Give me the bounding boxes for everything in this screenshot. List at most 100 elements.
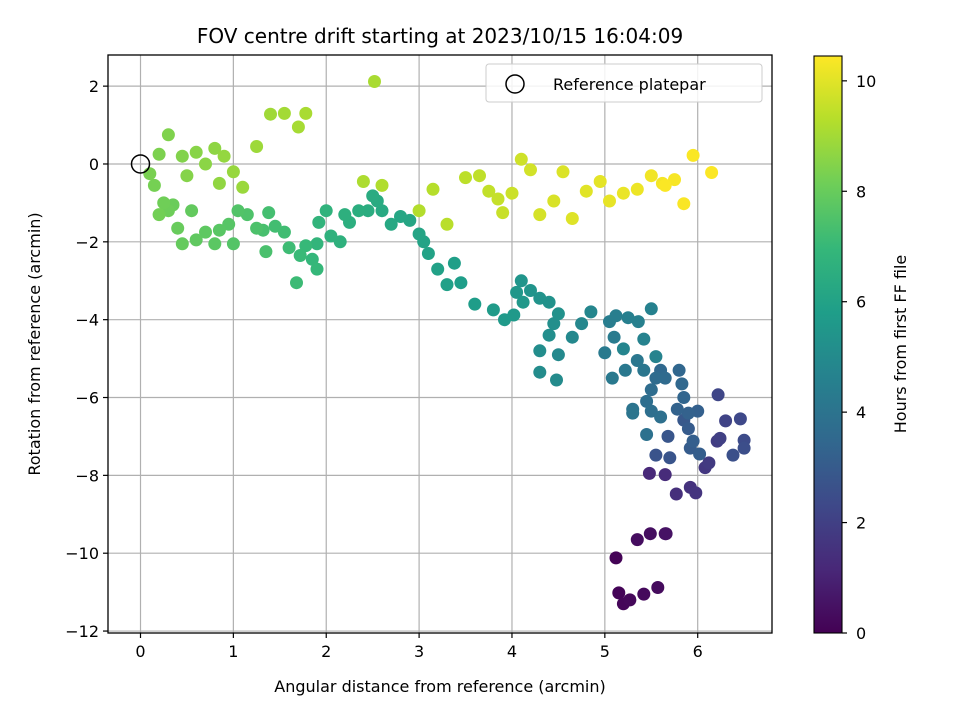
colorbar-tick-label: 0 bbox=[856, 624, 866, 643]
data-point bbox=[598, 346, 612, 360]
y-tick-label: −2 bbox=[75, 233, 99, 252]
data-point bbox=[412, 204, 426, 218]
colorbar-label: Hours from first FF file bbox=[891, 255, 910, 434]
data-point bbox=[222, 217, 236, 231]
data-point bbox=[542, 328, 556, 342]
data-point bbox=[670, 402, 684, 416]
data-point bbox=[637, 332, 651, 346]
data-point bbox=[226, 165, 240, 179]
data-point bbox=[290, 276, 303, 290]
y-tick-label: −10 bbox=[65, 544, 99, 563]
colorbar: 0 2 4 6 8 10 Hours from first FF file bbox=[813, 55, 910, 643]
data-point bbox=[199, 225, 212, 239]
colorbar-tick-label: 6 bbox=[856, 293, 866, 312]
data-point bbox=[368, 75, 381, 88]
data-point bbox=[702, 456, 716, 470]
y-tick-label: −8 bbox=[75, 466, 99, 485]
data-point bbox=[681, 422, 695, 436]
colorbar-gradient bbox=[814, 56, 842, 633]
legend-marker-reference bbox=[505, 74, 525, 94]
data-point bbox=[644, 169, 658, 183]
data-point bbox=[454, 276, 468, 290]
data-point bbox=[259, 245, 273, 259]
data-point bbox=[547, 317, 561, 331]
legend-label-reference: Reference platepar bbox=[553, 75, 706, 94]
data-point bbox=[663, 451, 677, 465]
data-point bbox=[677, 197, 691, 211]
data-point bbox=[644, 302, 658, 316]
data-point bbox=[226, 237, 240, 251]
data-point bbox=[473, 169, 486, 183]
reference-platepar-marker bbox=[130, 154, 151, 174]
data-point bbox=[421, 247, 435, 260]
data-point bbox=[305, 252, 319, 266]
data-point bbox=[693, 447, 707, 461]
data-point bbox=[533, 365, 547, 379]
data-point bbox=[384, 217, 398, 231]
data-point bbox=[681, 406, 695, 420]
data-point bbox=[482, 184, 496, 198]
data-point bbox=[533, 291, 547, 305]
colorbar-tick-label: 2 bbox=[856, 514, 866, 533]
data-point bbox=[575, 317, 589, 331]
colorbar-tick-label: 10 bbox=[856, 72, 876, 91]
data-point bbox=[618, 363, 632, 377]
data-point bbox=[152, 147, 166, 161]
data-point bbox=[616, 342, 630, 356]
data-point bbox=[644, 383, 658, 397]
data-point bbox=[649, 448, 663, 462]
data-point bbox=[208, 141, 222, 155]
x-tick-label: 4 bbox=[507, 642, 517, 661]
data-point bbox=[565, 330, 579, 344]
data-point bbox=[737, 441, 751, 455]
colorbar-frame bbox=[813, 55, 843, 634]
grid-layer bbox=[108, 55, 772, 633]
data-point bbox=[642, 466, 656, 480]
data-point bbox=[640, 428, 654, 441]
data-point bbox=[643, 527, 657, 541]
data-point bbox=[299, 106, 313, 120]
data-point bbox=[649, 350, 663, 364]
data-point bbox=[412, 227, 426, 241]
y-axis-label: Rotation from reference (arcmin) bbox=[25, 212, 44, 475]
data-point bbox=[726, 448, 740, 462]
data-point bbox=[658, 178, 672, 192]
data-point bbox=[250, 221, 264, 235]
data-point bbox=[661, 429, 675, 443]
data-point bbox=[431, 262, 445, 276]
data-point bbox=[268, 219, 282, 233]
plot-frame bbox=[107, 54, 773, 634]
data-point bbox=[713, 431, 727, 445]
data-point bbox=[603, 194, 616, 208]
data-point bbox=[319, 204, 333, 218]
data-point bbox=[609, 309, 623, 323]
data-point bbox=[212, 176, 226, 190]
data-point bbox=[605, 371, 619, 385]
data-point bbox=[468, 297, 482, 311]
data-point bbox=[672, 363, 686, 377]
data-point bbox=[491, 192, 505, 206]
chart-title: FOV centre drift starting at 2023/10/15 … bbox=[197, 24, 683, 48]
data-point bbox=[659, 527, 673, 541]
data-point bbox=[212, 223, 226, 237]
data-point bbox=[514, 274, 528, 288]
data-point bbox=[250, 140, 264, 153]
data-point bbox=[547, 194, 561, 208]
data-point bbox=[733, 412, 747, 426]
data-point bbox=[719, 414, 733, 428]
scatter-points bbox=[130, 75, 751, 611]
data-point bbox=[426, 182, 440, 196]
data-point bbox=[361, 204, 375, 218]
data-point bbox=[338, 208, 352, 222]
data-point bbox=[277, 106, 291, 120]
data-point bbox=[623, 593, 637, 607]
data-point bbox=[324, 229, 338, 243]
data-point bbox=[147, 178, 161, 192]
data-point bbox=[516, 295, 530, 309]
data-point bbox=[310, 262, 324, 276]
data-point bbox=[352, 204, 366, 218]
data-point bbox=[510, 285, 524, 299]
data-point bbox=[143, 167, 157, 181]
colorbar-tick-label: 8 bbox=[856, 182, 866, 201]
